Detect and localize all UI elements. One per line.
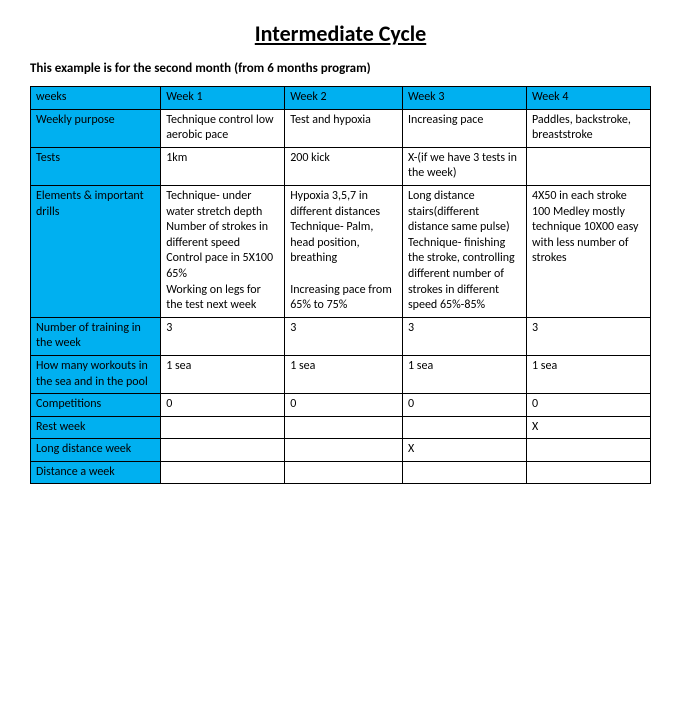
row-label: How many workouts in the sea and in the … bbox=[31, 355, 161, 393]
col-header-weeks: weeks bbox=[31, 87, 161, 110]
table-cell: 1 sea bbox=[526, 355, 650, 393]
table-cell: 0 bbox=[526, 394, 650, 417]
table-cell: X-(if we have 3 tests in the week) bbox=[402, 147, 526, 185]
table-cell: 3 bbox=[402, 317, 526, 355]
table-cell: Increasing pace bbox=[402, 109, 526, 147]
col-header-week4: Week 4 bbox=[526, 87, 650, 110]
table-cell: 0 bbox=[402, 394, 526, 417]
table-cell: 1 sea bbox=[161, 355, 285, 393]
table-cell: 4X50 in each stroke 100 Medley mostly te… bbox=[526, 185, 650, 317]
row-label: Rest week bbox=[31, 416, 161, 439]
table-cell bbox=[285, 416, 403, 439]
row-label: Weekly purpose bbox=[31, 109, 161, 147]
table-cell bbox=[526, 147, 650, 185]
table-cell: Hypoxia 3,5,7 in different distances Tec… bbox=[285, 185, 403, 317]
table-cell: 1 sea bbox=[285, 355, 403, 393]
table-cell bbox=[526, 439, 650, 462]
table-cell: Paddles, backstroke, breaststroke bbox=[526, 109, 650, 147]
table-cell bbox=[526, 461, 650, 484]
table-cell bbox=[285, 461, 403, 484]
col-header-week1: Week 1 bbox=[161, 87, 285, 110]
table-cell bbox=[161, 416, 285, 439]
col-header-week3: Week 3 bbox=[402, 87, 526, 110]
table-cell: 0 bbox=[285, 394, 403, 417]
table-cell: 3 bbox=[526, 317, 650, 355]
table-cell bbox=[161, 461, 285, 484]
table-cell: X bbox=[402, 439, 526, 462]
table-cell: 0 bbox=[161, 394, 285, 417]
page-title: Intermediate Cycle bbox=[30, 20, 651, 47]
table-cell bbox=[402, 416, 526, 439]
row-label: Competitions bbox=[31, 394, 161, 417]
table-cell: Technique- under water stretch depth Num… bbox=[161, 185, 285, 317]
table-cell: Technique control low aerobic pace bbox=[161, 109, 285, 147]
row-label: Long distance week bbox=[31, 439, 161, 462]
row-label: Elements & important drills bbox=[31, 185, 161, 317]
page-subtitle: This example is for the second month (fr… bbox=[30, 61, 651, 76]
table-cell: 1 sea bbox=[402, 355, 526, 393]
table-cell: 1km bbox=[161, 147, 285, 185]
cycle-table: weeksWeek 1Week 2Week 3Week 4 Weekly purp… bbox=[30, 86, 651, 484]
table-cell: 3 bbox=[285, 317, 403, 355]
row-label: Distance a week bbox=[31, 461, 161, 484]
table-cell: Test and hypoxia bbox=[285, 109, 403, 147]
row-label: Number of training in the week bbox=[31, 317, 161, 355]
col-header-week2: Week 2 bbox=[285, 87, 403, 110]
table-cell bbox=[402, 461, 526, 484]
table-cell bbox=[285, 439, 403, 462]
table-cell: 200 kick bbox=[285, 147, 403, 185]
row-label: Tests bbox=[31, 147, 161, 185]
table-cell: X bbox=[526, 416, 650, 439]
table-cell: 3 bbox=[161, 317, 285, 355]
table-cell bbox=[161, 439, 285, 462]
table-cell: Long distance stairs(different distance … bbox=[402, 185, 526, 317]
